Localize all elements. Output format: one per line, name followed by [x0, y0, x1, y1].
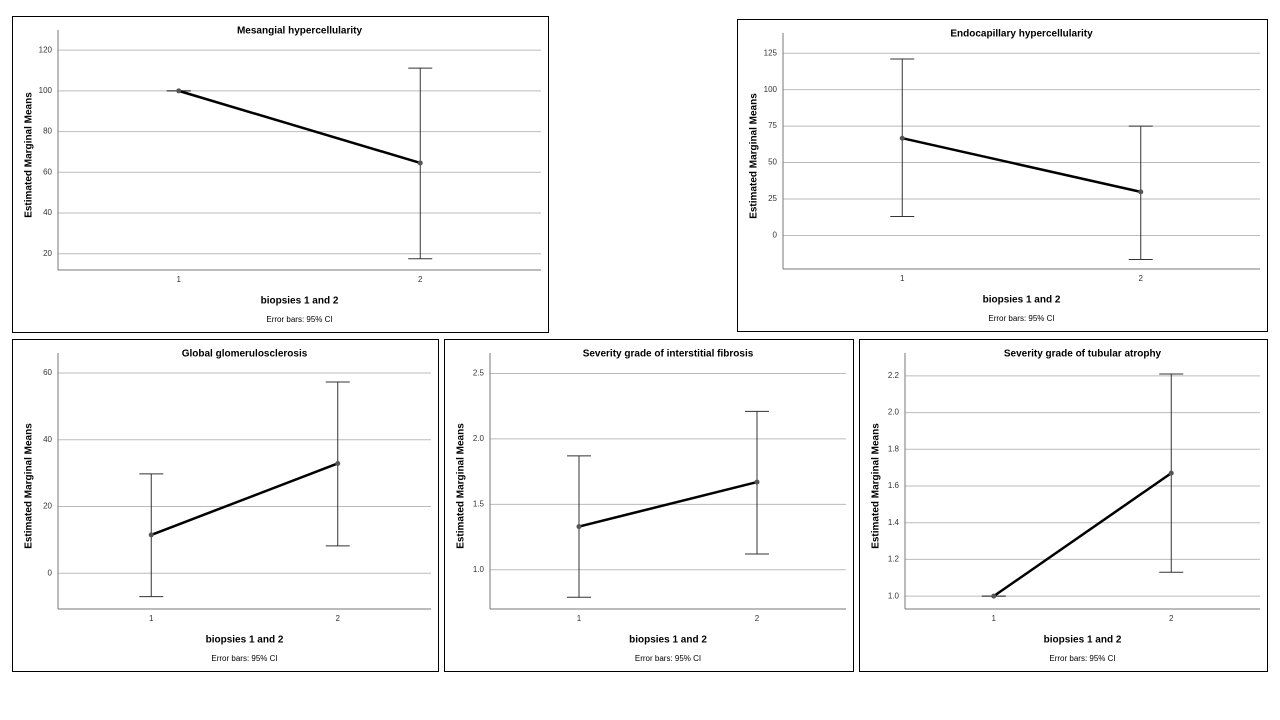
- y-tick-label: 1.2: [888, 555, 900, 564]
- y-tick-label: 2.0: [473, 434, 485, 443]
- y-tick-label: 60: [43, 368, 52, 377]
- y-tick-label: 50: [768, 158, 777, 167]
- panel-border: [859, 339, 1268, 672]
- chart-title: Severity grade of interstitial fibrosis: [583, 349, 754, 360]
- y-tick-label: 100: [39, 86, 53, 95]
- y-tick-label: 20: [43, 502, 52, 511]
- y-axis-label: Estimated Marginal Means: [749, 93, 760, 219]
- point: [176, 88, 182, 94]
- footnote: Error bars: 95% CI: [266, 315, 332, 324]
- line: [578, 480, 758, 528]
- y-tick-label: 60: [43, 167, 52, 176]
- point: [754, 479, 760, 485]
- x-tick-label: 2: [1139, 274, 1144, 283]
- y-tick-label: 40: [43, 435, 52, 444]
- line: [993, 472, 1172, 598]
- chart-title: Endocapillary hypercellularity: [950, 29, 1093, 40]
- x-tick-label: 1: [992, 614, 997, 623]
- x-axis-label: biopsies 1 and 2: [983, 295, 1061, 306]
- y-tick-label: 40: [43, 208, 52, 217]
- y-tick-label: 100: [764, 85, 778, 94]
- x-tick-label: 1: [577, 614, 582, 623]
- x-tick-label: 1: [149, 614, 154, 623]
- y-axis-label: Estimated Marginal Means: [24, 92, 35, 218]
- y-tick-label: 1.4: [888, 518, 900, 527]
- point: [335, 460, 341, 466]
- footnote: Error bars: 95% CI: [1049, 654, 1115, 663]
- y-tick-label: 120: [39, 45, 53, 54]
- chart-title: Mesangial hypercellularity: [237, 26, 362, 37]
- y-tick-label: 125: [764, 48, 778, 57]
- footnote: Error bars: 95% CI: [635, 654, 701, 663]
- x-axis-label: biopsies 1 and 2: [206, 635, 284, 646]
- y-tick-label: 0: [773, 231, 778, 240]
- x-axis-label: biopsies 1 and 2: [1044, 635, 1122, 646]
- y-tick-label: 2.2: [888, 371, 900, 380]
- panel-border: [444, 339, 854, 672]
- footnote: Error bars: 95% CI: [211, 654, 277, 663]
- y-tick-label: 2.5: [473, 369, 485, 378]
- x-tick-label: 2: [1169, 614, 1174, 623]
- chart-panel: Severity grade of tubular atrophy 1.0 1.2 1…: [859, 339, 1268, 672]
- point: [1168, 470, 1174, 476]
- y-tick-label: 1.5: [473, 499, 485, 508]
- point: [148, 532, 154, 538]
- x-axis-label: biopsies 1 and 2: [261, 296, 339, 307]
- point: [1138, 189, 1144, 195]
- y-tick-label: 75: [768, 121, 777, 130]
- y-tick-label: 2.0: [888, 408, 900, 417]
- y-tick-label: 1.6: [888, 481, 900, 490]
- panel-border: [12, 16, 549, 333]
- y-axis-label: Estimated Marginal Means: [456, 423, 467, 549]
- chart-panel: Mesangial hypercellularity 20 40 60 80 100 120…: [12, 16, 549, 333]
- line: [150, 462, 339, 537]
- chart-title: Severity grade of tubular atrophy: [1004, 349, 1162, 360]
- y-axis-label: Estimated Marginal Means: [871, 423, 882, 549]
- line: [178, 89, 421, 165]
- y-tick-label: 1.8: [888, 444, 900, 453]
- x-tick-label: 1: [900, 274, 905, 283]
- x-axis-label: biopsies 1 and 2: [629, 635, 707, 646]
- y-tick-label: 20: [43, 249, 52, 258]
- y-tick-label: 1.0: [888, 591, 900, 600]
- chart-panel: Global glomerulosclerosis 0 20 40 60 1 2 Estima…: [12, 339, 439, 672]
- y-tick-label: 25: [768, 194, 777, 203]
- line: [901, 136, 1142, 194]
- chart-panel: Severity grade of interstitial fibrosis 1…: [444, 339, 854, 672]
- chart-title: Global glomerulosclerosis: [182, 349, 308, 360]
- x-tick-label: 2: [336, 614, 341, 623]
- y-axis-label: Estimated Marginal Means: [24, 423, 35, 549]
- y-tick-label: 1.0: [473, 565, 485, 574]
- y-tick-label: 0: [48, 568, 53, 577]
- footnote: Error bars: 95% CI: [988, 314, 1054, 323]
- x-tick-label: 2: [418, 275, 423, 284]
- point: [417, 160, 423, 166]
- point: [899, 135, 905, 141]
- chart-panel: Endocapillary hypercellularity 0 25 50 75 100…: [737, 19, 1268, 332]
- point: [991, 593, 997, 599]
- x-tick-label: 1: [177, 275, 182, 284]
- point: [576, 524, 582, 530]
- x-tick-label: 2: [755, 614, 760, 623]
- panel-border: [737, 19, 1268, 332]
- y-tick-label: 80: [43, 127, 52, 136]
